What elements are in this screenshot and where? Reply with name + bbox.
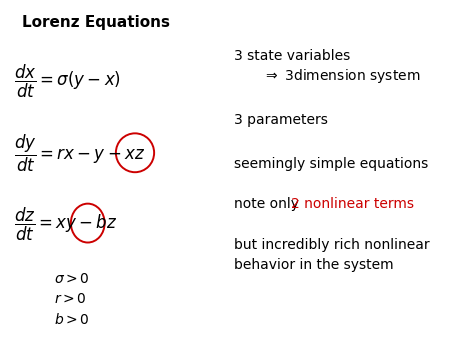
Text: $\dfrac{dz}{dt} = xy - bz$: $\dfrac{dz}{dt} = xy - bz$ — [14, 206, 117, 243]
Text: $b > 0$: $b > 0$ — [54, 312, 90, 327]
Text: $\Rightarrow$ 3dimension system: $\Rightarrow$ 3dimension system — [263, 67, 421, 85]
Text: Lorenz Equations: Lorenz Equations — [22, 15, 171, 30]
Text: but incredibly rich nonlinear: but incredibly rich nonlinear — [234, 238, 430, 252]
Text: $\dfrac{dy}{dt} = rx - y - xz$: $\dfrac{dy}{dt} = rx - y - xz$ — [14, 133, 144, 174]
Text: 2 nonlinear terms: 2 nonlinear terms — [291, 197, 414, 212]
Text: $r > 0$: $r > 0$ — [54, 292, 86, 306]
Text: 3 state variables: 3 state variables — [234, 49, 350, 63]
Text: behavior in the system: behavior in the system — [234, 258, 394, 272]
Text: $\sigma > 0$: $\sigma > 0$ — [54, 272, 90, 286]
Text: seemingly simple equations: seemingly simple equations — [234, 157, 428, 171]
Text: 3 parameters: 3 parameters — [234, 113, 328, 127]
Text: note only: note only — [234, 197, 303, 212]
Text: $\dfrac{dx}{dt} = \sigma(y - x)$: $\dfrac{dx}{dt} = \sigma(y - x)$ — [14, 63, 121, 100]
